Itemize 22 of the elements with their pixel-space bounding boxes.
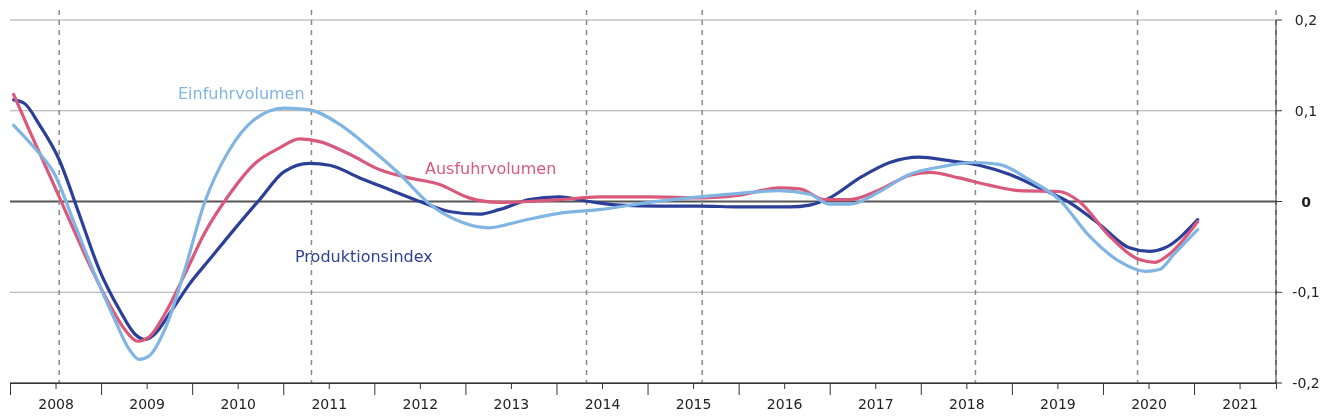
x-tick-label: 2016 bbox=[766, 395, 803, 412]
x-tick-label: 2015 bbox=[675, 395, 712, 412]
y-tick-label: 0 bbox=[1301, 193, 1312, 210]
x-tick-label: 2009 bbox=[129, 395, 165, 412]
y-tick-label: -0,2 bbox=[1292, 375, 1320, 391]
x-tick-label: 2018 bbox=[949, 395, 985, 412]
text: Produktionsindex bbox=[295, 247, 433, 266]
x-tick-label: 2011 bbox=[311, 395, 348, 412]
x-tick-label: 2021 bbox=[1222, 395, 1258, 412]
y-tick-label: 0,2 bbox=[1294, 12, 1318, 28]
x-tick-label: 2017 bbox=[857, 395, 894, 412]
x-tick-label: 2010 bbox=[220, 395, 257, 412]
x-tick-label: 2012 bbox=[402, 395, 439, 412]
x-tick-label: 2020 bbox=[1131, 395, 1167, 412]
x-tick-label: 2019 bbox=[1040, 395, 1076, 412]
x-tick-label: 2014 bbox=[584, 395, 621, 412]
series-label: Ausfuhrvolumen bbox=[425, 159, 557, 178]
x-tick-label: 2013 bbox=[493, 395, 530, 412]
x-tick-label: 2008 bbox=[38, 395, 74, 412]
series-label: Einfuhrvolumen bbox=[178, 84, 305, 103]
y-tick-label: -0,1 bbox=[1292, 284, 1320, 301]
y-tick-label: 0,1 bbox=[1294, 102, 1318, 119]
